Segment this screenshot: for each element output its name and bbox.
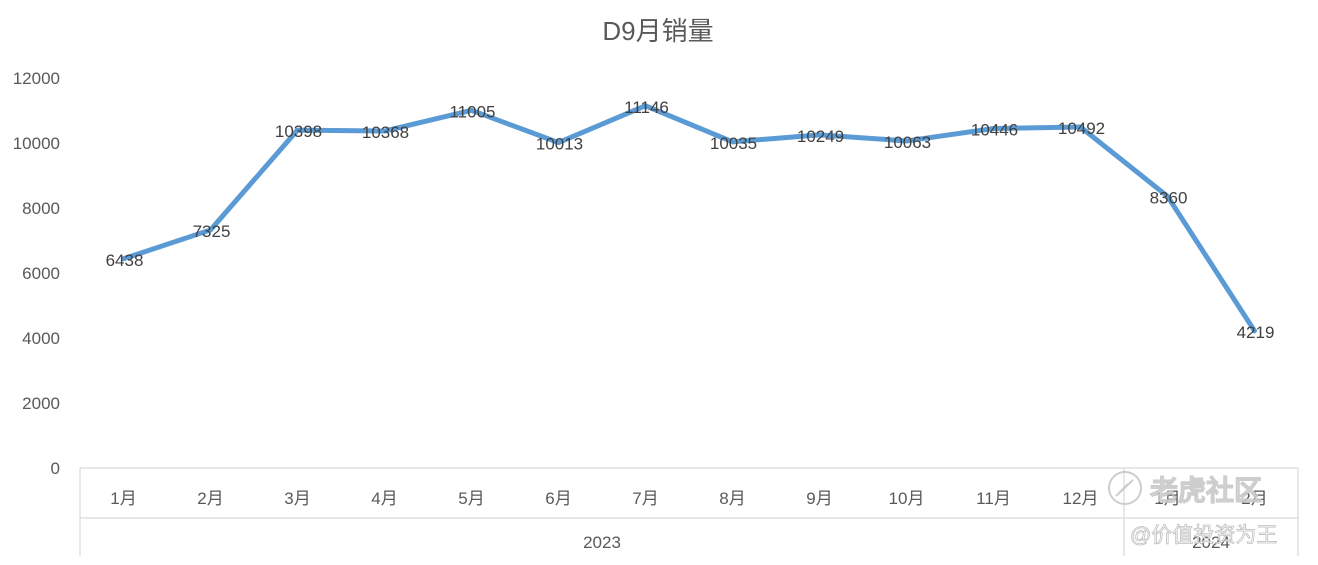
x-tick-label: 4月: [371, 489, 397, 508]
x-group-label: 2024: [1192, 533, 1230, 552]
data-label: 10249: [797, 127, 844, 146]
data-label: 10013: [536, 135, 583, 154]
data-label: 10035: [710, 134, 757, 153]
x-tick-label: 9月: [806, 489, 832, 508]
x-axis: 1月 2月 3月 4月 5月 6月 7月 8月 9月 10月 11月 12月 1月 2月 2023 2024: [79, 467, 1299, 556]
watermark: 老虎社区 @价值投资为王: [1108, 471, 1278, 547]
watermark-logo-icon: [1108, 471, 1142, 505]
data-labels: 6438 7325 10398 10368 11005 10013 11146 10035 10…: [106, 98, 1275, 342]
x-tick-label: 3月: [284, 489, 310, 508]
x-group-label: 2023: [583, 533, 621, 552]
x-tick-label: 7月: [632, 489, 658, 508]
data-label: 10398: [275, 122, 322, 141]
data-label: 10063: [884, 133, 931, 152]
x-tick-label: 1月: [1154, 489, 1180, 508]
x-tick-label: 2月: [197, 489, 223, 508]
y-tick-label: 6000: [22, 264, 60, 283]
data-label: 7325: [193, 222, 231, 241]
data-label: 10446: [971, 121, 1018, 140]
data-label: 10492: [1058, 119, 1105, 138]
data-label: 4219: [1237, 323, 1275, 342]
x-tick-label: 11月: [976, 489, 1011, 508]
watermark-logo-mark: [1115, 479, 1134, 497]
y-tick-label: 4000: [22, 329, 60, 348]
chart-title: D9月销量: [602, 16, 713, 46]
data-label: 8360: [1150, 188, 1188, 207]
series-layer: [121, 103, 1257, 334]
y-tick-label: 2000: [22, 394, 60, 413]
series-line: [121, 103, 1257, 334]
y-tick-label: 10000: [13, 134, 60, 153]
y-tick-label: 0: [51, 459, 60, 478]
x-tick-label: 1月: [110, 489, 136, 508]
data-label: 11146: [624, 98, 669, 117]
y-axis: 0 2000 4000 6000 8000 10000 12000: [13, 69, 60, 478]
data-label: 10368: [362, 123, 409, 142]
y-tick-label: 8000: [22, 199, 60, 218]
x-tick-label: 6月: [545, 489, 571, 508]
x-tick-label: 10月: [889, 489, 925, 508]
data-label: 11005: [449, 102, 495, 121]
x-tick-label: 12月: [1063, 489, 1099, 508]
watermark-text: 老虎社区: [1150, 475, 1262, 506]
x-tick-label: 2月: [1241, 489, 1267, 508]
x-tick-label: 8月: [719, 489, 745, 508]
x-tick-label: 5月: [458, 489, 484, 508]
y-tick-label: 12000: [13, 69, 60, 88]
data-label: 6438: [106, 251, 144, 270]
watermark-subtext: @价值投资为王: [1130, 524, 1277, 547]
